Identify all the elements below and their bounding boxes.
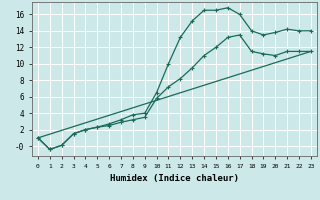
X-axis label: Humidex (Indice chaleur): Humidex (Indice chaleur) bbox=[110, 174, 239, 183]
